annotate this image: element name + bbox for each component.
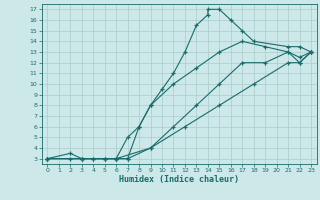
X-axis label: Humidex (Indice chaleur): Humidex (Indice chaleur) [119,175,239,184]
